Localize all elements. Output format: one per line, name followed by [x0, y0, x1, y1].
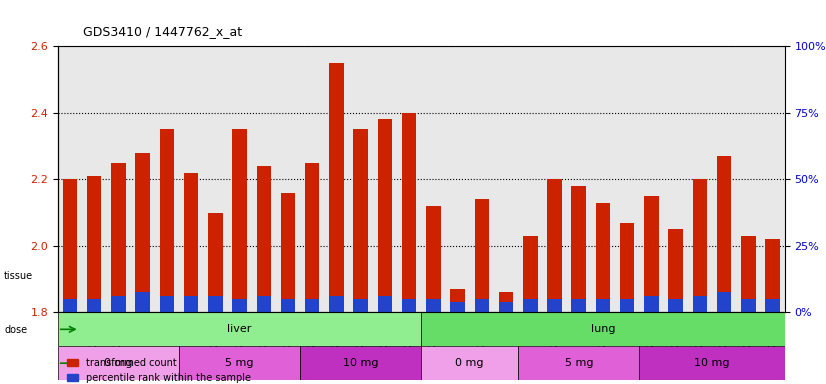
Bar: [305, 299, 320, 312]
FancyBboxPatch shape: [639, 346, 785, 380]
Bar: [281, 192, 295, 312]
Bar: [717, 156, 731, 312]
Text: GDS3410 / 1447762_x_at: GDS3410 / 1447762_x_at: [83, 25, 242, 38]
FancyBboxPatch shape: [179, 346, 300, 380]
Bar: [766, 299, 780, 312]
Bar: [572, 299, 586, 312]
FancyBboxPatch shape: [58, 312, 421, 346]
Bar: [184, 172, 198, 312]
Bar: [232, 299, 247, 312]
Text: dose: dose: [4, 325, 27, 335]
Legend: transformed count, percentile rank within the sample: transformed count, percentile rank withi…: [63, 354, 255, 384]
Bar: [620, 299, 634, 312]
Bar: [208, 212, 222, 312]
Bar: [548, 179, 562, 312]
Bar: [693, 179, 707, 312]
Bar: [741, 299, 756, 312]
Bar: [63, 299, 77, 312]
Bar: [426, 206, 440, 312]
Bar: [208, 296, 222, 312]
Bar: [766, 239, 780, 312]
Bar: [596, 299, 610, 312]
FancyBboxPatch shape: [58, 346, 179, 380]
Bar: [257, 166, 271, 312]
Bar: [184, 296, 198, 312]
Text: tissue: tissue: [4, 271, 33, 281]
Bar: [330, 63, 344, 312]
Bar: [112, 162, 126, 312]
Text: 5 mg: 5 mg: [225, 358, 254, 368]
Text: liver: liver: [227, 324, 252, 334]
Bar: [717, 292, 731, 312]
Bar: [450, 289, 465, 312]
Bar: [426, 299, 440, 312]
FancyBboxPatch shape: [518, 346, 639, 380]
Bar: [499, 302, 513, 312]
FancyBboxPatch shape: [421, 312, 785, 346]
Bar: [87, 299, 102, 312]
Bar: [450, 302, 465, 312]
Bar: [63, 179, 77, 312]
Bar: [354, 299, 368, 312]
Bar: [354, 129, 368, 312]
Bar: [475, 199, 489, 312]
FancyBboxPatch shape: [421, 346, 518, 380]
Bar: [741, 236, 756, 312]
Bar: [548, 299, 562, 312]
Bar: [499, 292, 513, 312]
Bar: [644, 196, 658, 312]
Bar: [281, 299, 295, 312]
Bar: [596, 202, 610, 312]
Text: lung: lung: [591, 324, 615, 334]
Text: 5 mg: 5 mg: [564, 358, 593, 368]
Bar: [87, 176, 102, 312]
Bar: [305, 162, 320, 312]
Bar: [668, 229, 683, 312]
Bar: [377, 296, 392, 312]
Bar: [330, 296, 344, 312]
Bar: [377, 119, 392, 312]
Bar: [475, 299, 489, 312]
Bar: [159, 296, 174, 312]
Bar: [232, 129, 247, 312]
Text: 10 mg: 10 mg: [695, 358, 729, 368]
Bar: [693, 296, 707, 312]
FancyBboxPatch shape: [300, 346, 421, 380]
Text: 0 mg: 0 mg: [455, 358, 484, 368]
Bar: [159, 129, 174, 312]
Bar: [135, 152, 150, 312]
Text: 0 mg: 0 mg: [104, 358, 133, 368]
Bar: [402, 113, 416, 312]
Bar: [523, 299, 538, 312]
Bar: [668, 299, 683, 312]
Bar: [257, 296, 271, 312]
Bar: [135, 292, 150, 312]
Bar: [523, 236, 538, 312]
Bar: [402, 299, 416, 312]
Bar: [572, 186, 586, 312]
Bar: [620, 222, 634, 312]
Text: 10 mg: 10 mg: [343, 358, 378, 368]
Bar: [644, 296, 658, 312]
Bar: [112, 296, 126, 312]
